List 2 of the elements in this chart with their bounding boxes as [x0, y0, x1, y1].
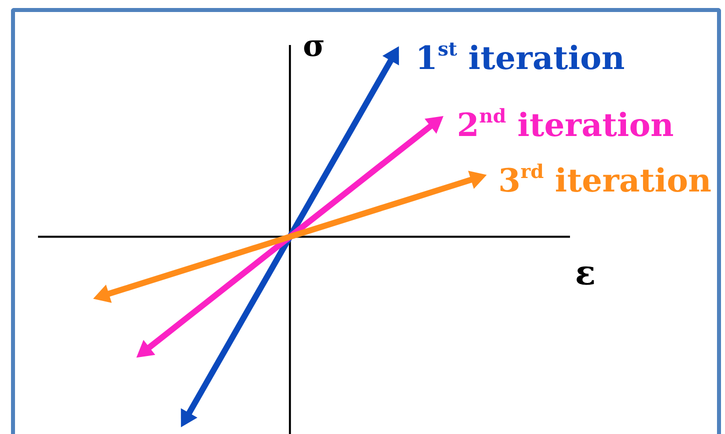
x-axis-title: ε [575, 254, 596, 294]
y-axis-title: σ [302, 28, 326, 64]
